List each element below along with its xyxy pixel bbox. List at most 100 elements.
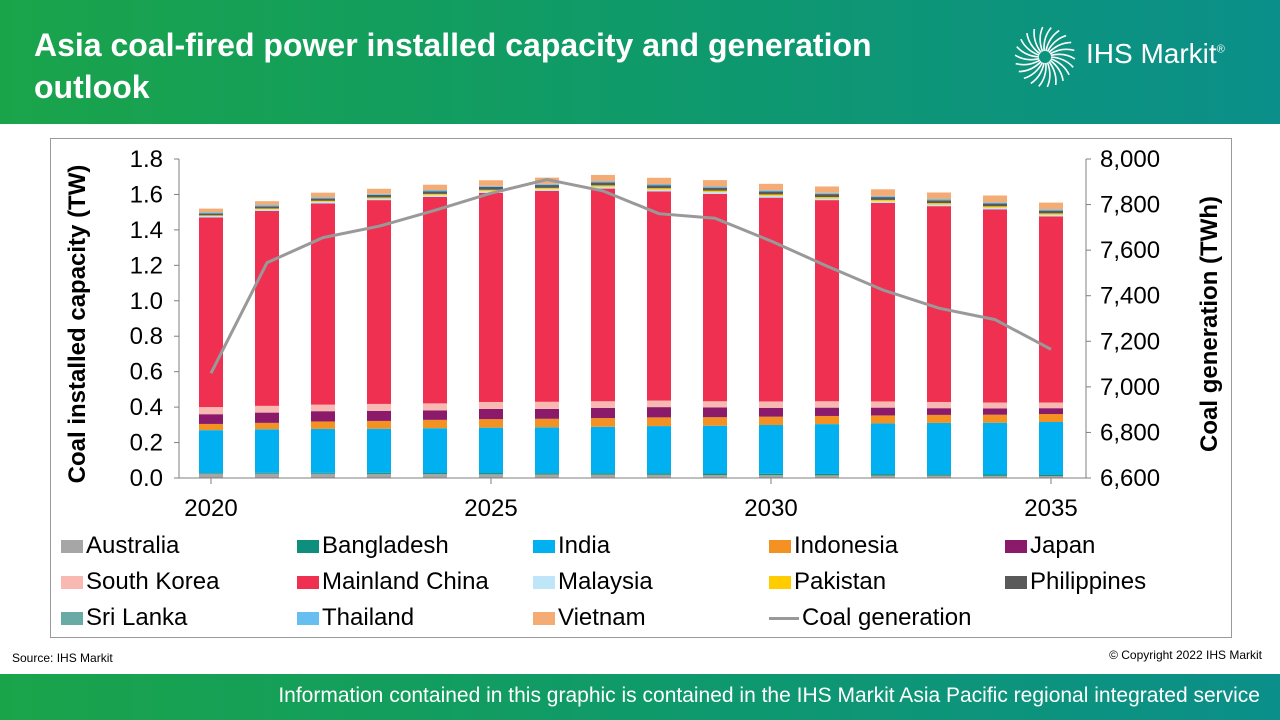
bar-segment-mainland-china-2028 bbox=[647, 191, 671, 401]
bar-segment-thailand-2024 bbox=[423, 190, 447, 192]
bar-segment-japan-2022 bbox=[311, 411, 335, 422]
bar-segment-malaysia-2033 bbox=[927, 204, 951, 207]
x-tick-label: 2020 bbox=[184, 495, 237, 522]
bar-segment-australia-2021 bbox=[255, 473, 279, 478]
axes bbox=[178, 159, 1087, 479]
chart-area: 0.0 0.2 0.4 0.6 0.8 1.0 1.2 1.4 1.6 1.8 6,600 6,80… bbox=[50, 138, 1232, 638]
left-tick-label: 1.6 bbox=[130, 181, 163, 208]
bar-segment-bangladesh-2024 bbox=[423, 473, 447, 475]
bar-segment-south-korea-2032 bbox=[871, 401, 895, 408]
logo-ray bbox=[1020, 38, 1040, 57]
bar-segment-philippines-2032 bbox=[871, 197, 895, 200]
legend-item-pakistan: Pakistan bbox=[769, 567, 886, 597]
logo-ray bbox=[1023, 62, 1044, 80]
bar-segment-vietnam-2033 bbox=[927, 192, 951, 200]
bar-segment-vietnam-2027 bbox=[591, 174, 615, 182]
logo-ray bbox=[1018, 60, 1042, 73]
bar-segment-japan-2021 bbox=[255, 412, 279, 423]
bar-segment-india-2030 bbox=[759, 425, 783, 474]
left-tick-label: 0.2 bbox=[130, 430, 163, 457]
bar-segment-indonesia-2022 bbox=[311, 421, 335, 429]
right-tick-label: 6,800 bbox=[1100, 419, 1160, 446]
logo-ray bbox=[1043, 27, 1052, 52]
bar-segment-bangladesh-2034 bbox=[983, 474, 1007, 476]
bar-segment-pakistan-2028 bbox=[647, 188, 671, 190]
bar-segment-pakistan-2024 bbox=[423, 193, 447, 196]
bar-segment-indonesia-2033 bbox=[927, 414, 951, 423]
legend-swatch bbox=[297, 539, 319, 553]
bar-segment-australia-2026 bbox=[535, 474, 559, 478]
bar-segment-malaysia-2032 bbox=[871, 201, 895, 203]
bar-segment-vietnam-2025 bbox=[479, 180, 503, 186]
bar-segment-malaysia-2029 bbox=[703, 192, 727, 194]
bar-segment-india-2021 bbox=[255, 429, 279, 473]
bar-segment-thailand-2021 bbox=[255, 205, 279, 207]
left-tick-label: 1.2 bbox=[130, 252, 163, 279]
legend-item-japan: Japan bbox=[1005, 531, 1095, 561]
bar-segment-philippines-2023 bbox=[367, 194, 391, 198]
starburst-icon bbox=[1014, 26, 1076, 88]
bar-segment-australia-2033 bbox=[927, 475, 951, 478]
legend-item-sri-lanka: Sri Lanka bbox=[61, 603, 187, 633]
legend-swatch bbox=[533, 575, 555, 589]
logo-ray bbox=[1048, 61, 1057, 86]
legend-swatch bbox=[1005, 575, 1027, 589]
registered-mark: ® bbox=[1216, 43, 1225, 56]
bar-segment-australia-2029 bbox=[703, 474, 727, 478]
bar-segment-philippines-2034 bbox=[983, 203, 1007, 207]
logo-text: IHS Markit bbox=[1086, 38, 1217, 69]
legend-item-thailand: Thailand bbox=[297, 603, 414, 633]
bar-segment-thailand-2022 bbox=[311, 197, 335, 199]
bar-segment-philippines-2025 bbox=[479, 187, 503, 190]
bar-segment-thailand-2023 bbox=[367, 193, 391, 195]
bar-segment-south-korea-2030 bbox=[759, 401, 783, 408]
right-tick-label: 6,600 bbox=[1100, 465, 1160, 492]
legend-item-vietnam: Vietnam bbox=[533, 603, 646, 633]
right-tick-label: 8,000 bbox=[1100, 146, 1160, 173]
legend-label: Vietnam bbox=[558, 604, 646, 631]
bar-segment-mainland-china-2026 bbox=[535, 190, 559, 402]
bar-segment-bangladesh-2031 bbox=[815, 473, 839, 476]
legend-item-bangladesh: Bangladesh bbox=[297, 531, 449, 561]
bar-segment-thailand-2020 bbox=[199, 212, 223, 214]
legend-item-india: India bbox=[533, 531, 610, 561]
bar-segment-philippines-2033 bbox=[927, 200, 951, 204]
bar-segment-pakistan-2029 bbox=[703, 190, 727, 193]
legend-label: Australia bbox=[86, 532, 180, 559]
bar-segment-south-korea-2026 bbox=[535, 401, 559, 409]
bar-segment-malaysia-2026 bbox=[535, 189, 559, 191]
legend-label: Philippines bbox=[1030, 568, 1147, 595]
bar-segment-mainland-china-2031 bbox=[815, 200, 839, 402]
bar-segment-pakistan-2030 bbox=[759, 194, 783, 196]
bar-segment-vietnam-2021 bbox=[255, 201, 279, 206]
footer-text: Information contained in this graphic is… bbox=[278, 684, 1260, 707]
bar-segment-india-2034 bbox=[983, 422, 1007, 475]
right-tick-label: 7,200 bbox=[1100, 328, 1160, 355]
bar-segment-india-2022 bbox=[311, 428, 335, 473]
bar-segment-australia-2034 bbox=[983, 475, 1007, 478]
bar-segment-mainland-china-2035 bbox=[1039, 216, 1063, 403]
source-note: Source: IHS Markit bbox=[12, 651, 113, 665]
right-tick-label: 7,400 bbox=[1100, 283, 1160, 310]
bar-segment-indonesia-2026 bbox=[535, 418, 559, 428]
bar-segment-malaysia-2024 bbox=[423, 195, 447, 197]
bar-segment-india-2026 bbox=[535, 427, 559, 474]
bar-segment-pakistan-2025 bbox=[479, 189, 503, 192]
bar-segment-thailand-2028 bbox=[647, 183, 671, 186]
bar-segment-bangladesh-2021 bbox=[255, 472, 279, 474]
bar-segment-vietnam-2022 bbox=[311, 192, 335, 198]
logo-ray bbox=[1039, 26, 1044, 52]
bar-segment-bangladesh-2030 bbox=[759, 473, 783, 476]
bar-segment-indonesia-2020 bbox=[199, 423, 223, 431]
bar-segment-philippines-2029 bbox=[703, 187, 727, 191]
left-tick-label: 0.0 bbox=[130, 465, 163, 492]
bar-segment-south-korea-2035 bbox=[1039, 402, 1063, 409]
bar-segment-thailand-2035 bbox=[1039, 209, 1063, 211]
logo-ray bbox=[1046, 62, 1051, 88]
bar-segment-indonesia-2023 bbox=[367, 420, 391, 429]
bar-segment-philippines-2030 bbox=[759, 191, 783, 195]
bar-segment-bangladesh-2032 bbox=[871, 474, 895, 476]
bar-segment-philippines-2035 bbox=[1039, 210, 1063, 214]
right-tick-labels: 6,600 6,800 7,000 7,200 7,400 7,600 7,800 8,000 bbox=[1086, 146, 1160, 492]
bar-segment-vietnam-2034 bbox=[983, 195, 1007, 203]
